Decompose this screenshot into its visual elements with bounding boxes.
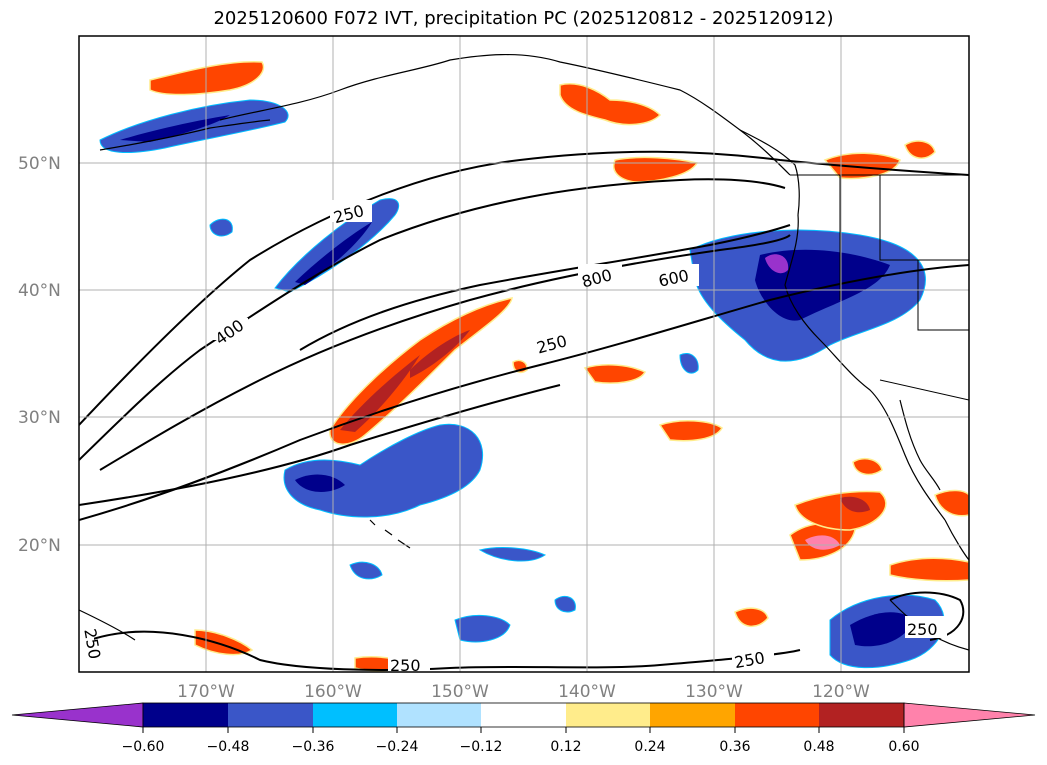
colorbar-label-5: 0.12	[550, 739, 581, 755]
colorbar-right-arrow	[903, 702, 1036, 728]
ivt-contour-250-south	[79, 264, 969, 521]
colorbar-label-7: 0.36	[719, 739, 750, 755]
negative-precip-areas	[99, 99, 945, 669]
colorbar-label-6: 0.24	[634, 739, 665, 755]
pos-blob-baja	[889, 557, 969, 582]
neg-blob-westcoast-core	[755, 249, 890, 321]
pos-blob-mex-1-core	[805, 535, 840, 550]
lon-label-120w: 120°W	[812, 682, 870, 702]
lon-label-160w: 160°W	[304, 682, 362, 702]
ivt-contour-400	[79, 178, 786, 461]
state-lines	[839, 175, 969, 401]
ivt-contour-250-bottom	[89, 630, 801, 671]
lon-label-150w: 150°W	[431, 682, 489, 702]
neg-blob-small-5	[478, 547, 547, 562]
colorbar-label-0: −0.60	[122, 739, 165, 755]
contour-label-250-e: 250	[390, 656, 421, 675]
bc-coast	[739, 129, 800, 216]
ivt-contour-250-se	[889, 591, 965, 641]
ivt-contour-250-southlow	[79, 384, 561, 506]
colorbar-label-3: −0.24	[376, 739, 419, 755]
colorbar-seg-2	[228, 703, 313, 727]
neg-blob-aleutian-core	[120, 115, 230, 142]
ivt-contours	[79, 150, 969, 671]
lat-label-20: 20°N	[18, 536, 61, 556]
hawaii-islands	[369, 519, 411, 549]
south-coast	[79, 609, 136, 641]
colorbar-label-8: 0.48	[803, 739, 834, 755]
colorbar-seg-9	[819, 703, 904, 727]
pos-blob-ar-core	[340, 355, 420, 432]
colorbar-ticks	[142, 727, 905, 733]
contour-label-250-d: 250	[907, 620, 938, 639]
neg-blob-small-1	[454, 614, 511, 643]
coastlines	[79, 53, 969, 651]
pos-blob-sw	[194, 629, 254, 656]
colorbar-label-9: 0.60	[888, 739, 919, 755]
longitude-labels: 170°W 160°W 150°W 140°W 130°W 120°W	[177, 682, 870, 702]
colorbar-seg-8	[735, 703, 819, 727]
positive-precip-areas	[149, 60, 969, 672]
pos-blob-aleutian	[149, 60, 265, 96]
colorbar: −0.60 −0.48 −0.36 −0.24 −0.12 0.12 0.24 …	[11, 702, 1036, 755]
pos-blob-south-mid	[734, 607, 769, 627]
colorbar-outline	[142, 702, 905, 728]
pos-blob-nw-canada	[823, 152, 901, 180]
pos-blob-east	[934, 489, 969, 517]
lat-label-40: 40°N	[18, 281, 61, 301]
neg-blob-small-4	[209, 218, 233, 237]
map-frame	[78, 35, 970, 673]
colorbar-seg-7	[650, 703, 735, 727]
colorbar-seg-4	[397, 703, 481, 727]
colorbar-seg-6	[566, 703, 650, 727]
mexico-coast	[944, 519, 969, 561]
colorbar-label-2: −0.36	[292, 739, 335, 755]
pos-blob-ar-core-2	[410, 330, 470, 378]
pos-blob-small-b	[852, 458, 883, 476]
colorbar-seg-3	[313, 703, 397, 727]
neg-blob-westcoast-purple	[765, 254, 789, 274]
pos-blob-bc	[904, 140, 936, 159]
gridlines	[79, 36, 969, 672]
ivt-contour-800	[299, 224, 791, 351]
neg-blob-south-east-core	[850, 612, 915, 647]
lon-label-140w: 140°W	[558, 682, 616, 702]
neg-blob-small-3	[679, 353, 699, 374]
contour-label-250-c: 250	[733, 648, 766, 672]
neg-blob-small-6	[554, 595, 576, 613]
lat-label-30: 30°N	[18, 408, 61, 428]
neg-blob-subtropic	[283, 423, 484, 518]
colorbar-label-4: −0.12	[460, 739, 503, 755]
lon-label-170w: 170°W	[177, 682, 235, 702]
lat-label-50: 50°N	[18, 154, 61, 174]
neg-blob-jet	[274, 198, 400, 293]
pos-blob-mex-2-core	[840, 496, 870, 513]
map-area	[79, 36, 969, 672]
colorbar-seg-1	[143, 703, 228, 727]
colorbar-left-arrow	[11, 702, 144, 728]
pos-blob-mid	[613, 156, 699, 183]
colorbar-seg-5	[481, 703, 566, 727]
aleutian-chain	[99, 119, 271, 151]
pos-blob-hawaii-ne	[583, 364, 647, 384]
latitude-labels: 50°N 40°N 30°N 20°N	[18, 154, 61, 556]
ivt-contour-600	[99, 234, 791, 471]
pos-blob-center-south	[658, 419, 724, 442]
map-title: 2025120600 F072 IVT, precipitation PC (2…	[213, 8, 834, 29]
neg-blob-small-2	[349, 561, 383, 580]
pos-blob-gulf	[559, 83, 662, 126]
lon-label-130w: 130°W	[685, 682, 743, 702]
alaska-coast	[219, 53, 791, 176]
us-west-coast	[784, 214, 946, 521]
political-boundaries	[790, 174, 969, 401]
colorbar-label-1: −0.48	[207, 739, 250, 755]
